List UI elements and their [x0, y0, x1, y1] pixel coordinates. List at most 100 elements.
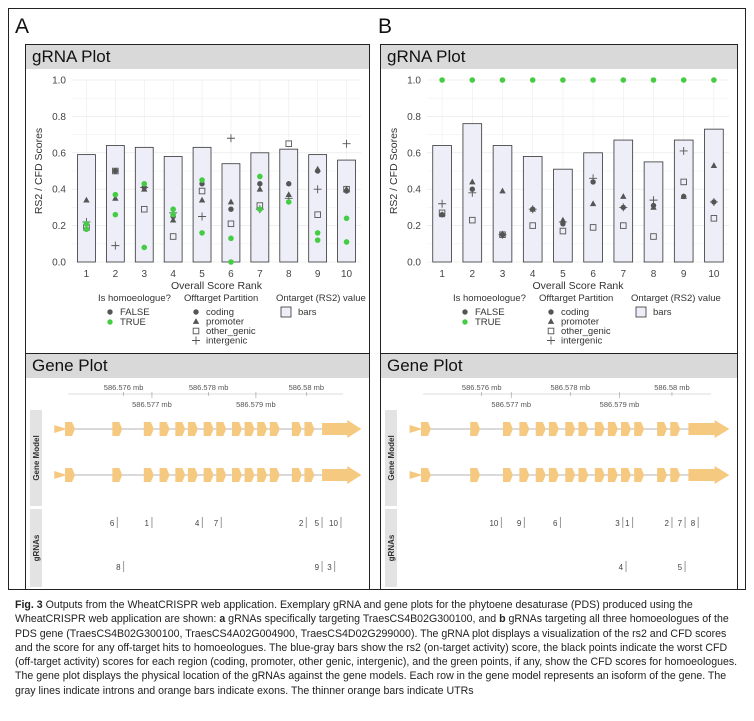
- ruler-label-top: 586.58 mb: [654, 383, 689, 392]
- last-exon: [322, 466, 362, 484]
- bar: [134, 146, 154, 263]
- x-tick-label: 5: [560, 269, 566, 280]
- last-exon: [688, 420, 730, 438]
- homoeologue-point: [711, 77, 717, 83]
- ruler-label-bottom: 586.577 mb: [491, 400, 531, 409]
- exon: [657, 468, 668, 482]
- legend-partition-title: Offtarget Partition: [539, 293, 613, 304]
- exon: [578, 422, 589, 436]
- legend-other_genic-label: other_genic: [561, 326, 611, 337]
- bar: [192, 146, 212, 263]
- track-model-strip: [30, 410, 42, 506]
- coding-point: [620, 204, 626, 211]
- exon: [187, 422, 198, 436]
- homoeologue-point: [343, 239, 350, 245]
- grna-label: 2: [665, 519, 670, 528]
- track-grnas-strip: [30, 509, 42, 587]
- legend-true-label: TRUE: [475, 317, 501, 328]
- ruler-label-top: 586.578 mb: [189, 383, 229, 392]
- other_genic-point: [227, 220, 235, 228]
- legend-promoter-icon: [192, 318, 200, 324]
- legend-false-label: FALSE: [475, 307, 505, 318]
- legend-other_genic-icon: [192, 327, 200, 335]
- homoeologue-point: [439, 77, 445, 83]
- bar: [337, 159, 356, 263]
- exon: [269, 422, 280, 436]
- homoeologue-point: [170, 211, 176, 218]
- x-tick-label: 7: [257, 269, 263, 280]
- grna-label: 4: [195, 519, 200, 528]
- promoter-point: [256, 185, 264, 192]
- exon: [607, 422, 618, 436]
- grna-label: 5: [678, 563, 683, 572]
- exon: [203, 422, 214, 436]
- promoter-point: [285, 191, 292, 198]
- y-tick-label: 1.0: [407, 76, 421, 87]
- x-tick-label: 4: [170, 269, 176, 280]
- other_genic-point: [314, 211, 321, 218]
- grna-label: 4: [619, 563, 624, 572]
- grna-chart-a: 0.0 0.2 0.4 0.6 0.8 1.0 RS2 / CFD Scores 1 2 3 4 5 6…: [33, 76, 366, 347]
- exon: [269, 468, 280, 482]
- other_genic-point: [529, 222, 536, 229]
- legend-false-icon: [462, 309, 468, 315]
- homoeologue-point: [170, 206, 176, 213]
- x-tick-label: 7: [621, 269, 627, 280]
- exon: [670, 422, 681, 436]
- bar: [279, 148, 299, 263]
- exon: [565, 468, 576, 482]
- y-tick-label: 0.4: [407, 185, 421, 196]
- exon: [535, 468, 546, 482]
- gene-chart-b: 586.576 mb 586.578 mb 586.58 mb 586.577 mb 5…: [385, 383, 730, 587]
- other_genic-point: [710, 215, 718, 222]
- exon: [657, 422, 668, 436]
- legend-other_genic-icon: [547, 327, 555, 335]
- intergenic-point: [679, 146, 688, 155]
- exon: [187, 468, 198, 482]
- exon: [216, 422, 227, 436]
- coding-point: [560, 221, 566, 227]
- legend-homoeologue-title: Is homoeologue?: [98, 293, 171, 304]
- grna-plot-a: gRNA Plot 0.0 0.2 0.4 0.6 0.8 1.0 RS2 / CFD Sc…: [25, 44, 370, 363]
- exon: [244, 468, 255, 482]
- exon: [470, 422, 481, 436]
- legend-false-icon: [107, 309, 113, 315]
- homoeologue-point: [199, 177, 205, 183]
- x-tick-label: 8: [286, 269, 292, 280]
- utr-exon: [54, 471, 67, 479]
- homoeologue-point: [228, 259, 234, 265]
- legend-coding-icon: [548, 309, 554, 315]
- bar: [105, 145, 125, 263]
- exon: [112, 468, 123, 482]
- grna-chart-b: 0.0 0.2 0.4 0.6 0.8 1.0 RS2 / CFD Scores 1 2 3 4 5 6…: [388, 76, 729, 347]
- homoeologue-point: [112, 211, 119, 218]
- coding-point: [469, 186, 475, 192]
- legend-true-icon: [462, 319, 468, 325]
- track-grnas-label: gRNAs: [387, 534, 396, 561]
- legend-promoter-label: promoter: [206, 317, 244, 328]
- grna-label: 10: [489, 519, 498, 528]
- legend-bars-label: bars: [653, 307, 672, 318]
- x-tick-label: 3: [500, 269, 506, 280]
- caption-text-3: gRNAs targeting all three homoeologues o…: [15, 613, 738, 697]
- x-tick-label: 4: [530, 269, 536, 280]
- homoeologue-point: [257, 206, 263, 213]
- bar: [673, 139, 694, 263]
- x-tick-label: 2: [113, 269, 119, 280]
- bar: [583, 152, 603, 263]
- legend-promoter-icon: [547, 318, 555, 324]
- grna-label: 10: [329, 519, 338, 528]
- x-tick-label: 9: [315, 269, 321, 280]
- promoter-point: [710, 162, 718, 168]
- bar: [221, 163, 241, 263]
- x-tick-label: 6: [228, 269, 234, 280]
- bar: [643, 161, 664, 263]
- promoter-point: [469, 178, 476, 185]
- gene-plot-title-a: Gene Plot: [26, 354, 369, 378]
- figure-frame: [8, 8, 746, 590]
- grna-label: 3: [327, 563, 332, 572]
- utr-exon: [409, 425, 423, 433]
- grna-plot-title-b: gRNA Plot: [381, 45, 737, 69]
- grna-label: 9: [517, 519, 522, 528]
- bar: [704, 128, 724, 263]
